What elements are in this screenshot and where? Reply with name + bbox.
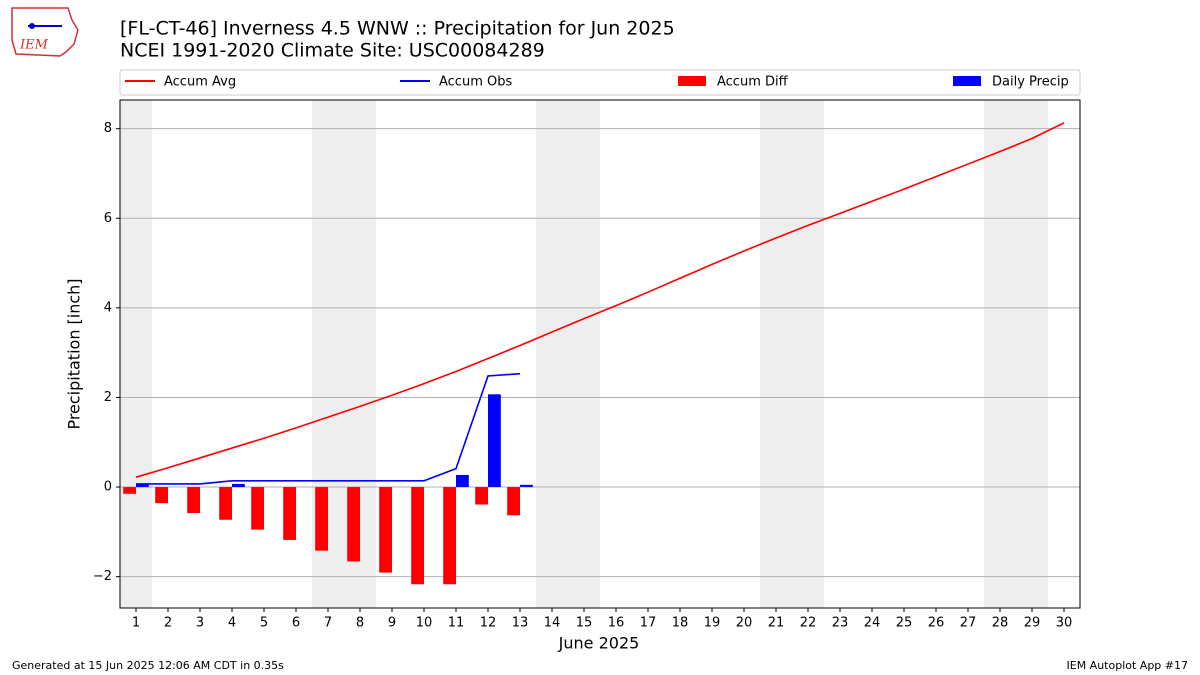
x-tick-label: 6 bbox=[292, 616, 300, 631]
x-tick-label: 10 bbox=[416, 616, 433, 631]
x-tick-label: 19 bbox=[704, 616, 721, 631]
x-tick-label: 26 bbox=[928, 616, 945, 631]
x-tick-label: 8 bbox=[356, 616, 364, 631]
legend-swatch bbox=[678, 76, 706, 86]
bar bbox=[232, 483, 245, 488]
x-tick-label: 27 bbox=[960, 616, 977, 631]
x-tick-label: 7 bbox=[324, 616, 332, 631]
legend-box bbox=[119, 69, 1081, 96]
logo-outline bbox=[11, 7, 79, 57]
bar bbox=[507, 487, 520, 516]
y-tick-label: −2 bbox=[93, 569, 112, 584]
x-tick-label: 11 bbox=[448, 616, 465, 631]
plot-frame bbox=[119, 99, 1081, 609]
bar bbox=[520, 484, 533, 488]
x-tick-label: 22 bbox=[800, 616, 817, 631]
x-tick-label: 4 bbox=[228, 616, 236, 631]
x-tick-label: 18 bbox=[672, 616, 689, 631]
x-tick-label: 28 bbox=[992, 616, 1009, 631]
bar bbox=[123, 487, 136, 494]
bar bbox=[443, 487, 456, 585]
x-tick-label: 16 bbox=[608, 616, 625, 631]
y-tick-label: 6 bbox=[104, 211, 112, 226]
bar bbox=[155, 487, 168, 504]
x-tick-label: 12 bbox=[480, 616, 497, 631]
bar bbox=[219, 487, 232, 520]
logo-text: IEM bbox=[19, 38, 49, 53]
y-axis-label: Precipitation [inch] bbox=[65, 278, 84, 429]
x-tick-label: 9 bbox=[388, 616, 396, 631]
x-tick-label: 13 bbox=[512, 616, 529, 631]
logo: IEM bbox=[11, 7, 79, 57]
legend-label: Daily Precip bbox=[992, 75, 1069, 90]
legend-label: Accum Diff bbox=[717, 75, 789, 90]
bar bbox=[187, 487, 200, 514]
bar bbox=[251, 487, 264, 530]
footer-right: IEM Autoplot App #17 bbox=[1067, 659, 1189, 672]
bar bbox=[315, 487, 328, 551]
x-tick-label: 14 bbox=[544, 616, 561, 631]
legend-label: Accum Obs bbox=[439, 75, 512, 90]
line bbox=[136, 372, 521, 485]
x-tick-label: 30 bbox=[1056, 616, 1073, 631]
x-tick-label: 29 bbox=[1024, 616, 1041, 631]
bar bbox=[283, 487, 296, 540]
weekend-shade bbox=[536, 100, 568, 608]
y-tick-label: 2 bbox=[104, 390, 112, 405]
weekend-shade bbox=[792, 100, 824, 608]
x-tick-label: 25 bbox=[896, 616, 913, 631]
x-tick-label: 23 bbox=[832, 616, 849, 631]
x-tick-label: 17 bbox=[640, 616, 657, 631]
line bbox=[135, 122, 1065, 478]
weekend-shade bbox=[760, 100, 792, 608]
x-tick-label: 2 bbox=[164, 616, 172, 631]
bar bbox=[411, 487, 424, 585]
legend: Accum Avg Accum Obs Accum Diff Daily Precip bbox=[125, 75, 1069, 90]
x-tick-label: 15 bbox=[576, 616, 593, 631]
bar bbox=[456, 474, 469, 488]
footer-left: Generated at 15 Jun 2025 12:06 AM CDT in… bbox=[12, 659, 284, 672]
bar bbox=[475, 487, 488, 505]
x-tick-label: 20 bbox=[736, 616, 753, 631]
chart-subtitle: NCEI 1991-2020 Climate Site: USC00084289 bbox=[120, 40, 545, 62]
y-tick-label: 0 bbox=[104, 480, 112, 495]
x-axis-label: June 2025 bbox=[558, 634, 640, 653]
bar bbox=[488, 394, 501, 488]
x-tick-label: 5 bbox=[260, 616, 268, 631]
weekend-shade bbox=[568, 100, 600, 608]
bar bbox=[347, 487, 360, 562]
weekend-shade bbox=[1016, 100, 1048, 608]
chart-title: [FL-CT-46] Inverness 4.5 WNW :: Precipit… bbox=[120, 18, 675, 40]
x-tick-label: 21 bbox=[768, 616, 785, 631]
logo-icon bbox=[29, 23, 35, 29]
weekend-shade bbox=[120, 100, 152, 608]
y-tick-label: 4 bbox=[104, 300, 112, 315]
y-tick-label: 8 bbox=[104, 121, 112, 136]
x-tick-label: 3 bbox=[196, 616, 204, 631]
bar bbox=[379, 487, 392, 573]
bar bbox=[136, 483, 149, 488]
x-tick-label: 24 bbox=[864, 616, 881, 631]
x-tick-label: 1 bbox=[132, 616, 140, 631]
legend-label: Accum Avg bbox=[164, 75, 236, 90]
legend-swatch bbox=[953, 76, 981, 86]
weekend-shade bbox=[984, 100, 1016, 608]
